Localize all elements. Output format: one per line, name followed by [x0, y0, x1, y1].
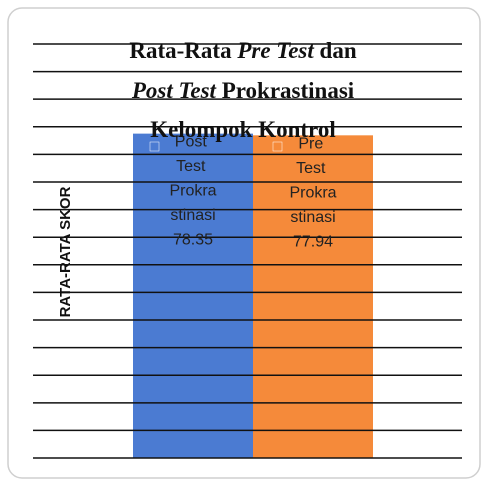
title-segment: dan: [314, 38, 357, 63]
bar: [133, 133, 253, 459]
data-label-value: 78.35: [173, 232, 213, 249]
legend-marker: [272, 141, 283, 152]
bar: [253, 135, 373, 458]
data-label-name: Post Test Prokra stinasi: [169, 134, 216, 225]
y-axis-label: RATA-RATA SKOR: [57, 186, 74, 317]
data-label-value: 77.94: [293, 233, 333, 250]
chart-title: Kelompok Kontrol: [150, 117, 336, 142]
legend-marker: [149, 141, 160, 152]
chart-title: Post Test Prokrastinasi: [131, 78, 355, 103]
title-segment: Kelompok Kontrol: [150, 117, 336, 142]
chart-title: Rata-Rata Pre Test dan: [129, 38, 356, 63]
title-segment: Rata-Rata: [129, 38, 237, 63]
title-segment: Prokrastinasi: [216, 78, 355, 103]
title-segment: Post Test: [131, 78, 217, 103]
data-label-name: Pre Test Prokra stinasi: [289, 135, 336, 226]
title-segment: Pre Test: [236, 38, 314, 63]
